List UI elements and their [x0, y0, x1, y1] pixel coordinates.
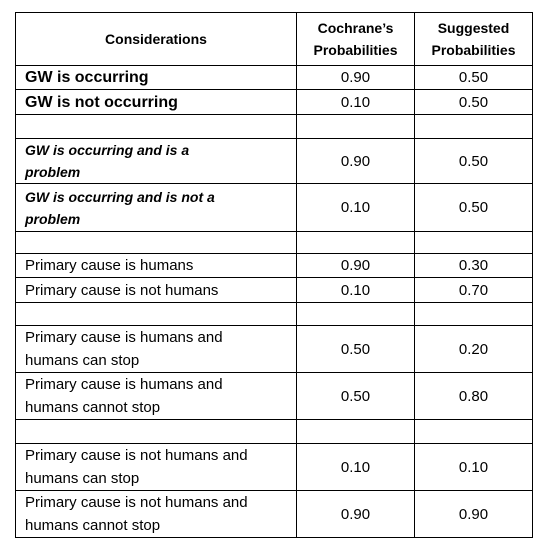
data-row: GW is occurring and is not a problem 0.10…	[15, 183, 533, 232]
cochrane-probability: 0.50	[296, 372, 415, 420]
empty-cell	[15, 302, 297, 326]
consideration-label: Primary cause is not humans	[25, 281, 219, 299]
label-cell: GW is occurring and is a problem	[15, 138, 297, 184]
empty-cell	[15, 231, 297, 254]
data-row: Primary cause is not humans and humans c…	[15, 443, 533, 491]
label-cell: Primary cause is humans and humans canno…	[15, 372, 297, 420]
cochrane-probability: 0.90	[296, 138, 415, 184]
cochrane-probability: 0.90	[296, 490, 415, 538]
data-row: GW is occurring 0.90 0.50	[15, 65, 533, 90]
label-cell: Primary cause is humans	[15, 253, 297, 278]
cochrane-probability: 0.10	[296, 277, 415, 303]
cochrane-probability: 0.10	[296, 183, 415, 232]
consideration-label: GW is occurring	[25, 69, 149, 86]
consideration-label: Primary cause is humans and humans canno…	[25, 376, 223, 416]
header-cell: Suggested Probabilities	[414, 12, 533, 66]
data-row: Primary cause is not humans and humans c…	[15, 490, 533, 538]
cochrane-probability: 0.90	[296, 65, 415, 90]
header-row: Considerations Cochrane’s Probabilities …	[15, 12, 533, 66]
consideration-label: Primary cause is humans and humans can s…	[25, 329, 223, 369]
label-cell: GW is occurring	[15, 65, 297, 90]
empty-cell	[414, 419, 533, 444]
suggested-probability: 0.50	[414, 65, 533, 90]
cochrane-probability: 0.10	[296, 89, 415, 115]
label-cell: Primary cause is humans and humans can s…	[15, 325, 297, 373]
suggested-probability: 0.80	[414, 372, 533, 420]
spacer-row	[15, 231, 533, 254]
suggested-probability: 0.30	[414, 253, 533, 278]
data-row: Primary cause is not humans 0.10 0.70	[15, 277, 533, 303]
spacer-row	[15, 302, 533, 326]
suggested-probability: 0.50	[414, 138, 533, 184]
label-cell: Primary cause is not humans	[15, 277, 297, 303]
consideration-label: GW is occurring and is not a problem	[25, 188, 215, 227]
label-cell: Primary cause is not humans and humans c…	[15, 490, 297, 538]
suggested-probability: 0.90	[414, 490, 533, 538]
label-cell: GW is occurring and is not a problem	[15, 183, 297, 232]
data-row: GW is occurring and is a problem 0.90 0.50	[15, 138, 533, 184]
empty-cell	[296, 231, 415, 254]
empty-cell	[296, 114, 415, 139]
empty-cell	[15, 114, 297, 139]
consideration-label: GW is occurring and is a problem	[25, 142, 190, 180]
suggested-probability: 0.50	[414, 183, 533, 232]
cochrane-probability: 0.10	[296, 443, 415, 491]
data-row: Primary cause is humans 0.90 0.30	[15, 253, 533, 278]
consideration-label: Primary cause is not humans and humans c…	[25, 447, 248, 487]
data-row: Primary cause is humans and humans canno…	[15, 372, 533, 420]
probability-table: Considerations Cochrane’s Probabilities …	[15, 12, 533, 538]
label-cell: Primary cause is not humans and humans c…	[15, 443, 297, 491]
data-row: GW is not occurring 0.10 0.50	[15, 89, 533, 115]
table-body: GW is occurring 0.90 0.50 GW is not occurri…	[15, 65, 533, 538]
consideration-label: Primary cause is not humans and humans c…	[25, 494, 248, 534]
cochrane-probability: 0.90	[296, 253, 415, 278]
consideration-label: Primary cause is humans	[25, 257, 194, 274]
consideration-label: GW is not occurring	[25, 93, 178, 111]
empty-cell	[414, 114, 533, 139]
suggested-probability: 0.70	[414, 277, 533, 303]
empty-cell	[414, 231, 533, 254]
cochrane-probability: 0.50	[296, 325, 415, 373]
suggested-probability: 0.10	[414, 443, 533, 491]
empty-cell	[15, 419, 297, 444]
spacer-row	[15, 419, 533, 444]
header-cell: Considerations	[15, 12, 297, 66]
spacer-row	[15, 114, 533, 139]
empty-cell	[296, 302, 415, 326]
suggested-probability: 0.20	[414, 325, 533, 373]
empty-cell	[296, 419, 415, 444]
empty-cell	[414, 302, 533, 326]
header-cell: Cochrane’s Probabilities	[296, 12, 415, 66]
suggested-probability: 0.50	[414, 89, 533, 115]
label-cell: GW is not occurring	[15, 89, 297, 115]
data-row: Primary cause is humans and humans can s…	[15, 325, 533, 373]
